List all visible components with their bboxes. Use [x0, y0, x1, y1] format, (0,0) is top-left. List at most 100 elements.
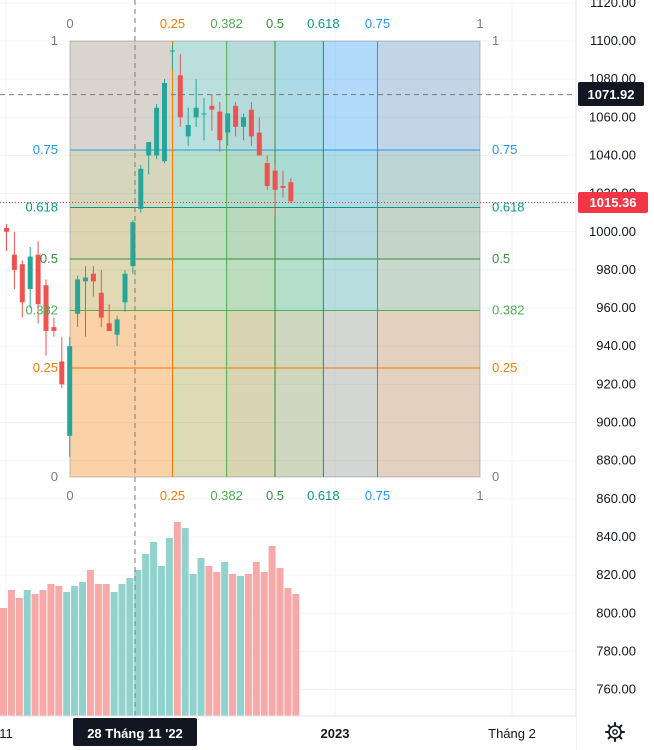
fib-price-label-right: 0 — [492, 469, 499, 484]
fib-price-label-right: 0.5 — [492, 251, 510, 266]
candle-body — [280, 185, 286, 188]
volume-bar — [181, 528, 189, 716]
candle-body — [288, 182, 294, 202]
fib-time-label-bottom: 0.75 — [365, 488, 390, 503]
candle-body — [106, 323, 112, 331]
fib-time-label-top: 0.25 — [160, 16, 185, 31]
fib-time-label-top: 0 — [66, 16, 73, 31]
volume-bar — [197, 558, 205, 716]
volume-bar — [142, 554, 150, 716]
price-label: 1060.00 — [589, 109, 636, 124]
fib-price-label-left: 1 — [51, 33, 58, 48]
candle-body — [264, 163, 270, 186]
candle-body — [162, 82, 167, 162]
price-label: 760.00 — [596, 682, 636, 697]
candle-body — [248, 109, 254, 137]
fib-time-label-top: 0.75 — [365, 16, 390, 31]
volume-bar — [165, 538, 173, 716]
volume-bar — [63, 592, 71, 716]
candle-body — [154, 107, 160, 156]
price-label: 840.00 — [596, 529, 636, 544]
volume-bar — [205, 566, 213, 716]
crosshair-time-tag — [73, 718, 197, 746]
last-price-label: 1015.36 — [590, 195, 637, 210]
volume-bar — [31, 594, 39, 716]
candle-body — [4, 227, 9, 232]
fib-time-label-bottom: 0 — [66, 488, 73, 503]
fib-price-label-right: 0.382 — [492, 302, 525, 317]
fib-time-label-top: 1 — [476, 16, 483, 31]
volume-bar — [39, 590, 47, 716]
crosshair-price-label: 1071.92 — [588, 87, 635, 102]
candle-body — [130, 222, 136, 267]
time-label-nov: 11 — [0, 726, 13, 741]
volume-bar — [47, 584, 55, 716]
gear-icon[interactable] — [605, 722, 625, 742]
fib-time-label-bottom: 0.618 — [307, 488, 340, 503]
fib-price-label-left: 0.25 — [33, 360, 58, 375]
volume-bar — [0, 608, 7, 716]
volume-bar — [102, 584, 110, 716]
fib-price-label-left: 0 — [51, 469, 58, 484]
volume-bar — [71, 586, 79, 716]
candle-body — [98, 292, 104, 318]
candle-body — [177, 75, 183, 118]
fib-time-label-bottom: 0.25 — [160, 488, 185, 503]
volume-bar — [268, 546, 276, 716]
volume-bar — [23, 590, 31, 716]
price-label: 960.00 — [596, 300, 636, 315]
volume-bar — [126, 578, 134, 716]
volume-bar — [292, 594, 300, 716]
time-label-feb: Tháng 2 — [488, 726, 536, 741]
candle-body — [256, 132, 262, 156]
price-label: 820.00 — [596, 567, 636, 582]
volume-bar — [134, 570, 142, 716]
candle-body — [35, 254, 41, 305]
fib-price-label-right: 1 — [492, 33, 499, 48]
volume-bar — [79, 582, 86, 716]
fib-time-label-top: 0.382 — [210, 16, 243, 31]
volume-bar — [260, 572, 268, 716]
candle-body — [27, 256, 33, 289]
candle-body — [19, 264, 25, 303]
candle-body — [225, 113, 231, 133]
price-label: 900.00 — [596, 415, 636, 430]
candle-body — [272, 170, 278, 190]
price-axis[interactable] — [576, 0, 654, 716]
volume-bar — [213, 572, 221, 716]
fib-price-label-left: 0.5 — [40, 251, 58, 266]
fib-lines — [69, 40, 481, 478]
fib-price-label-right: 0.75 — [492, 142, 517, 157]
price-label: 1040.00 — [589, 147, 636, 162]
volume-bar — [158, 566, 165, 716]
candle-body — [90, 273, 96, 282]
fib-price-label-left: 0.382 — [25, 302, 58, 317]
candle-body — [138, 168, 144, 209]
candle-body — [83, 277, 88, 282]
candle-body — [185, 124, 191, 137]
volume-bar — [15, 598, 23, 716]
volume-bar — [118, 584, 126, 716]
volume-bar — [229, 574, 237, 716]
candle-body — [114, 319, 120, 335]
fib-price-label-right: 0.618 — [492, 200, 525, 215]
crosshair-price-tag — [578, 82, 644, 106]
volume-bar — [173, 522, 181, 716]
fib-time-label-bottom: 1 — [476, 488, 483, 503]
candle-body — [241, 117, 246, 127]
volume-bar — [7, 590, 15, 716]
volume-bar — [94, 584, 102, 716]
price-label: 980.00 — [596, 262, 636, 277]
price-label: 860.00 — [596, 491, 636, 506]
candle-body — [51, 327, 57, 331]
candle-body — [217, 111, 223, 141]
fib-price-label-right: 0.25 — [492, 360, 517, 375]
candle-body — [59, 361, 65, 385]
candle-body — [169, 50, 175, 52]
fib-price-label-left: 0.75 — [33, 142, 58, 157]
price-label: 800.00 — [596, 605, 636, 620]
fib-time-label-bottom: 0.5 — [266, 488, 284, 503]
price-label: 1100.00 — [590, 33, 636, 48]
